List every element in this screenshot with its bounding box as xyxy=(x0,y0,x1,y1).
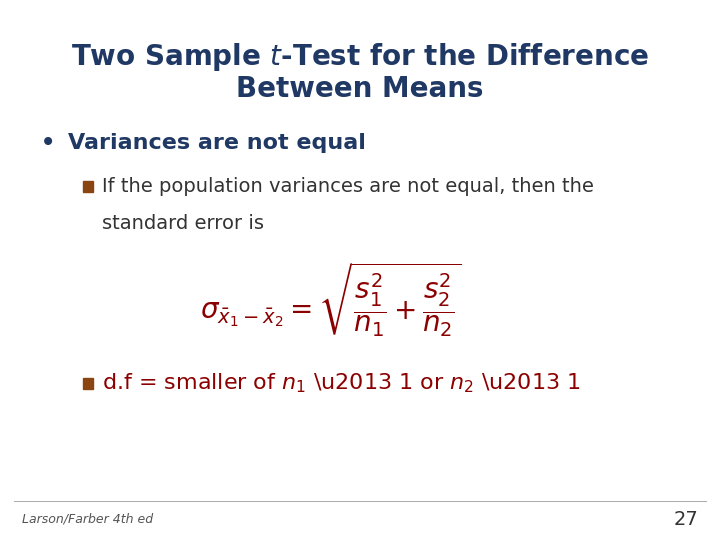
Bar xyxy=(83,181,93,192)
Text: Between Means: Between Means xyxy=(236,75,484,103)
Text: $\sigma_{\bar{x}_1 - \bar{x}_2} = \sqrt{\dfrac{s_1^2}{n_1} + \dfrac{s_2^2}{n_2}}: $\sigma_{\bar{x}_1 - \bar{x}_2} = \sqrt{… xyxy=(200,260,462,339)
Text: •: • xyxy=(40,129,56,157)
Text: 27: 27 xyxy=(674,510,698,529)
Text: Variances are not equal: Variances are not equal xyxy=(68,133,366,153)
Text: standard error is: standard error is xyxy=(102,213,264,233)
Text: If the population variances are not equal, then the: If the population variances are not equa… xyxy=(102,177,593,196)
Text: d.f = smaller of $n_1$ \u2013 1 or $n_2$ \u2013 1: d.f = smaller of $n_1$ \u2013 1 or $n_2$… xyxy=(102,372,580,395)
Text: Larson/Farber 4th ed: Larson/Farber 4th ed xyxy=(22,513,153,526)
Text: Two Sample $\it{t}$-Test for the Difference: Two Sample $\it{t}$-Test for the Differe… xyxy=(71,40,649,73)
Bar xyxy=(83,378,93,389)
